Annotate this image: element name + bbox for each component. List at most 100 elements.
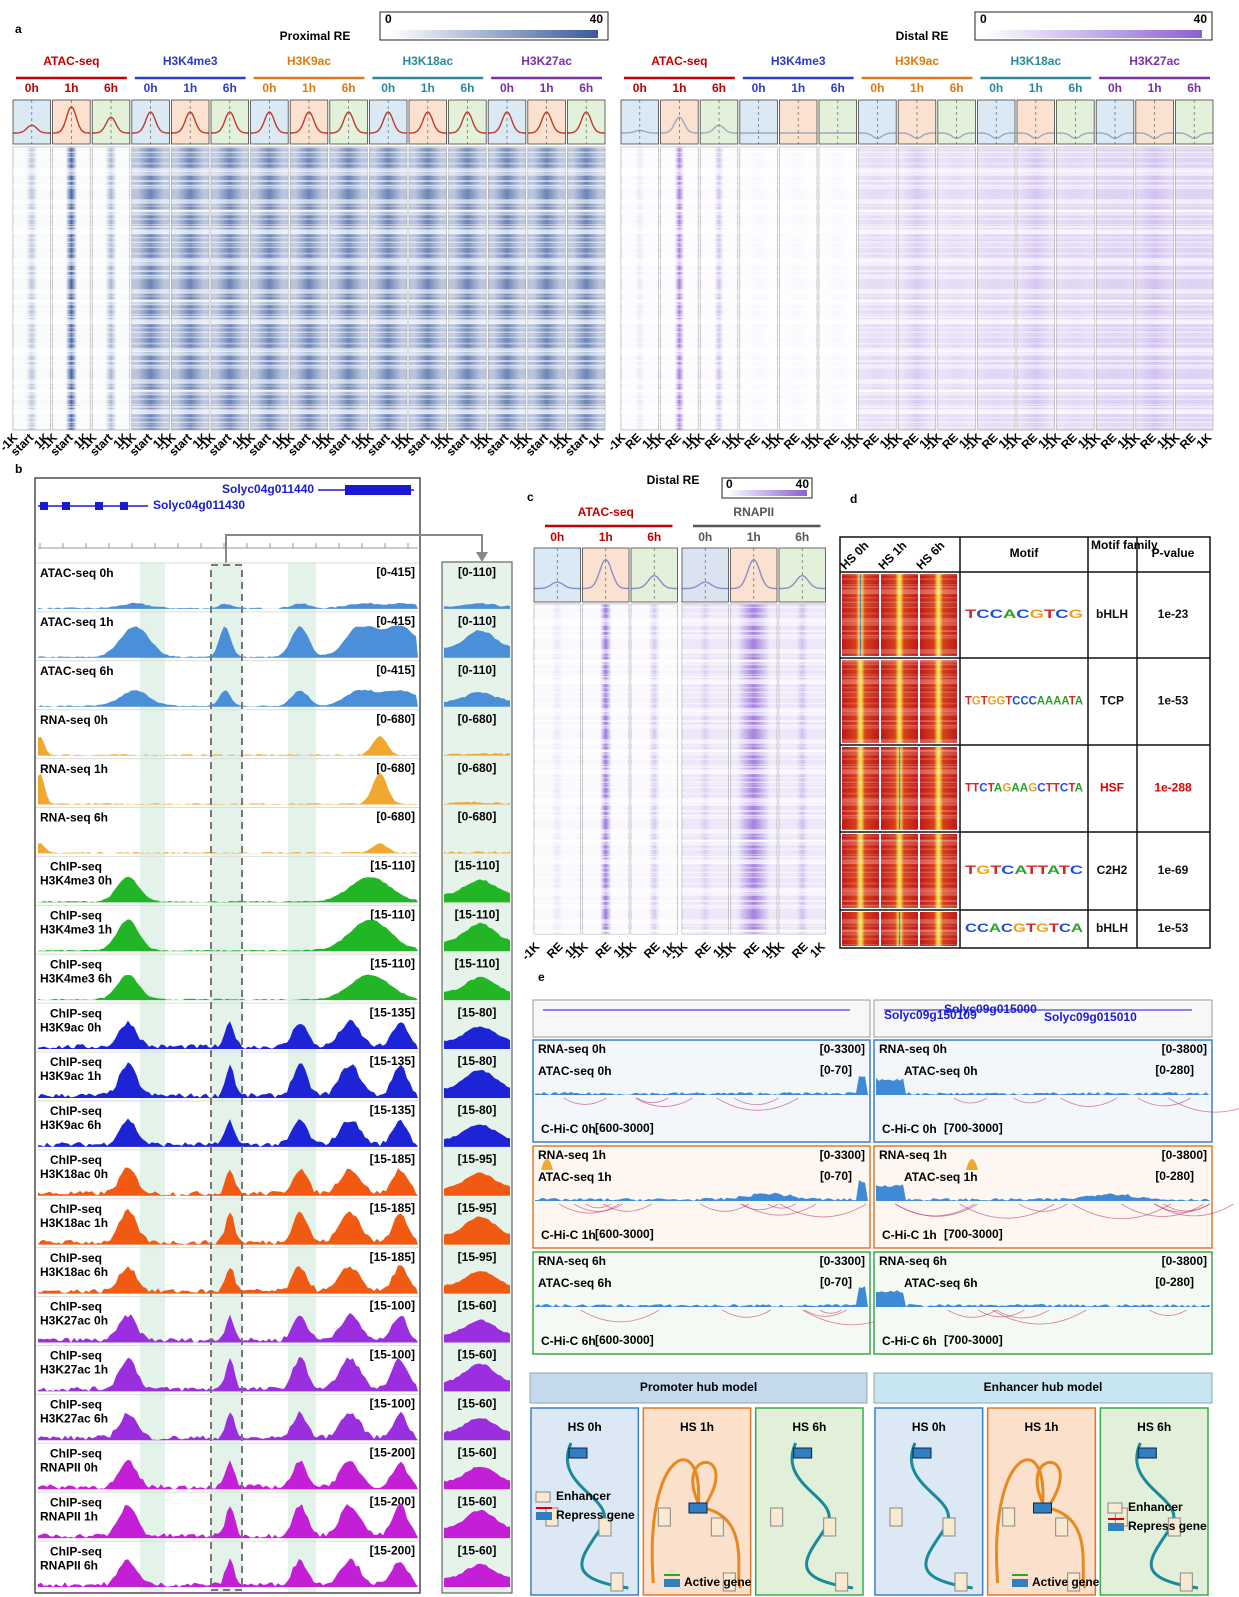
time-label: 0h bbox=[550, 530, 564, 544]
mark-header: H3K9ac bbox=[287, 54, 331, 68]
profile-frame bbox=[681, 547, 729, 603]
locus-row bbox=[873, 1039, 1213, 1143]
colorbar-label: 40 bbox=[590, 12, 604, 26]
zoom-signal bbox=[444, 630, 510, 658]
track-range: [0-280] bbox=[1155, 1275, 1194, 1289]
heatmap-texture bbox=[1056, 147, 1095, 430]
zoom-range: [15-95] bbox=[458, 1250, 497, 1264]
hic-arc bbox=[716, 1097, 799, 1111]
colorbar-label: 0 bbox=[980, 12, 987, 26]
track-name: ATAC-seq 6h bbox=[40, 664, 114, 678]
heatmap-texture bbox=[842, 660, 879, 743]
track-name: C-Hi-C 6h bbox=[882, 1334, 937, 1348]
locus-row bbox=[873, 1145, 1213, 1249]
mark-header: ATAC-seq bbox=[651, 54, 707, 68]
profile-curve bbox=[250, 111, 289, 134]
p-value: 1e-288 bbox=[1154, 781, 1192, 795]
profile-frame bbox=[699, 99, 739, 145]
legend-label: Repress gene bbox=[1128, 1519, 1207, 1533]
track-signal bbox=[38, 625, 418, 658]
time-label: 0h bbox=[25, 81, 39, 95]
colorbar-label: 0 bbox=[726, 477, 733, 491]
time-label: 0h bbox=[870, 81, 884, 95]
heatmap-texture bbox=[448, 147, 487, 430]
profile-curve bbox=[730, 558, 778, 590]
box-title: HS 1h bbox=[1024, 1420, 1058, 1434]
atac-signal bbox=[876, 1078, 1210, 1095]
track-name: ChIP-seq bbox=[50, 909, 102, 923]
heatmap-texture bbox=[881, 834, 918, 908]
hic-arc bbox=[804, 1309, 847, 1317]
time-label: 1h bbox=[183, 81, 197, 95]
time-label: 1h bbox=[747, 530, 761, 544]
zoom-range: [15-60] bbox=[458, 1299, 497, 1313]
zoom-signal bbox=[444, 1418, 510, 1441]
profile-frame bbox=[289, 99, 329, 145]
model-title: Enhancer hub model bbox=[984, 1380, 1103, 1394]
time-label: 0h bbox=[752, 81, 766, 95]
profile-frame bbox=[620, 99, 659, 145]
time-label: 1h bbox=[599, 530, 613, 544]
zoom-signal bbox=[444, 1216, 510, 1245]
track-signal bbox=[38, 876, 418, 903]
heatmap-texture bbox=[369, 147, 407, 430]
hic-arc bbox=[733, 1097, 779, 1106]
chromatin-fiber bbox=[995, 1458, 1087, 1589]
time-label: 6h bbox=[712, 81, 726, 95]
profile-frame bbox=[1056, 99, 1095, 145]
track-name: RNA-seq 6h bbox=[879, 1254, 947, 1268]
track-name: ChIP-seq bbox=[50, 1104, 102, 1118]
zoom-range: [15-60] bbox=[458, 1397, 497, 1411]
legend-label: Active gene bbox=[1032, 1575, 1100, 1589]
zoom-signal bbox=[444, 1466, 510, 1490]
zoom-signal bbox=[444, 922, 510, 952]
hic-arc bbox=[959, 1203, 1055, 1219]
zoom-signal bbox=[444, 1563, 510, 1587]
track-signal bbox=[38, 1208, 418, 1245]
heatmap-texture bbox=[1096, 147, 1134, 430]
profile-frame bbox=[858, 99, 897, 145]
track-name: ChIP-seq bbox=[50, 1202, 102, 1216]
legend-swatch bbox=[536, 1512, 552, 1520]
track-signal bbox=[38, 1167, 418, 1196]
track-name: ChIP-seq bbox=[50, 1006, 102, 1020]
heatmap-texture bbox=[1175, 147, 1213, 430]
track-name: RNA-seq 1h bbox=[879, 1148, 947, 1162]
track-range: [15-110] bbox=[370, 859, 415, 873]
gene-exon bbox=[40, 502, 48, 510]
heatmap-texture bbox=[631, 604, 678, 934]
zoom-range: [0-110] bbox=[458, 663, 496, 677]
time-label: 1h bbox=[791, 81, 805, 95]
track-range: [0-415] bbox=[376, 565, 415, 579]
hic-arc bbox=[636, 1097, 669, 1104]
heatmap-texture bbox=[211, 147, 249, 430]
time-label: 6h bbox=[950, 81, 964, 95]
zoom-signal bbox=[444, 1271, 510, 1294]
heatmap-texture bbox=[842, 912, 879, 946]
heatmap-texture bbox=[739, 147, 778, 430]
zoom-arrow bbox=[476, 552, 488, 562]
gene-block bbox=[688, 1502, 708, 1514]
gene-block bbox=[1033, 1502, 1052, 1514]
zoom-signal bbox=[444, 1069, 510, 1098]
time-label: 1h bbox=[1029, 81, 1043, 95]
track-name: ChIP-seq bbox=[50, 957, 102, 971]
track-name: H3K4me3 0h bbox=[40, 874, 112, 888]
enhancer-block bbox=[889, 1507, 903, 1527]
track-name: RNA-seq 0h bbox=[40, 713, 108, 727]
enhancer-block bbox=[610, 1572, 624, 1592]
enhancer-block bbox=[1067, 1572, 1081, 1592]
legend-swatch bbox=[1107, 1502, 1123, 1514]
track-signal bbox=[38, 1265, 418, 1294]
gene-name: Solyc04g011440 bbox=[222, 482, 314, 496]
profile-frame bbox=[937, 99, 976, 145]
track-range: [15-200] bbox=[370, 1445, 415, 1459]
time-label: 1h bbox=[421, 81, 435, 95]
locus-row bbox=[532, 1145, 871, 1249]
mark-header: ATAC-seq bbox=[578, 505, 634, 519]
zoom-range: [15-60] bbox=[458, 1348, 497, 1362]
mark-header: H3K18ac bbox=[402, 54, 453, 68]
hic-arc bbox=[1013, 1097, 1047, 1104]
track-name: H3K27ac 0h bbox=[40, 1314, 108, 1328]
track-signal bbox=[38, 1558, 418, 1587]
